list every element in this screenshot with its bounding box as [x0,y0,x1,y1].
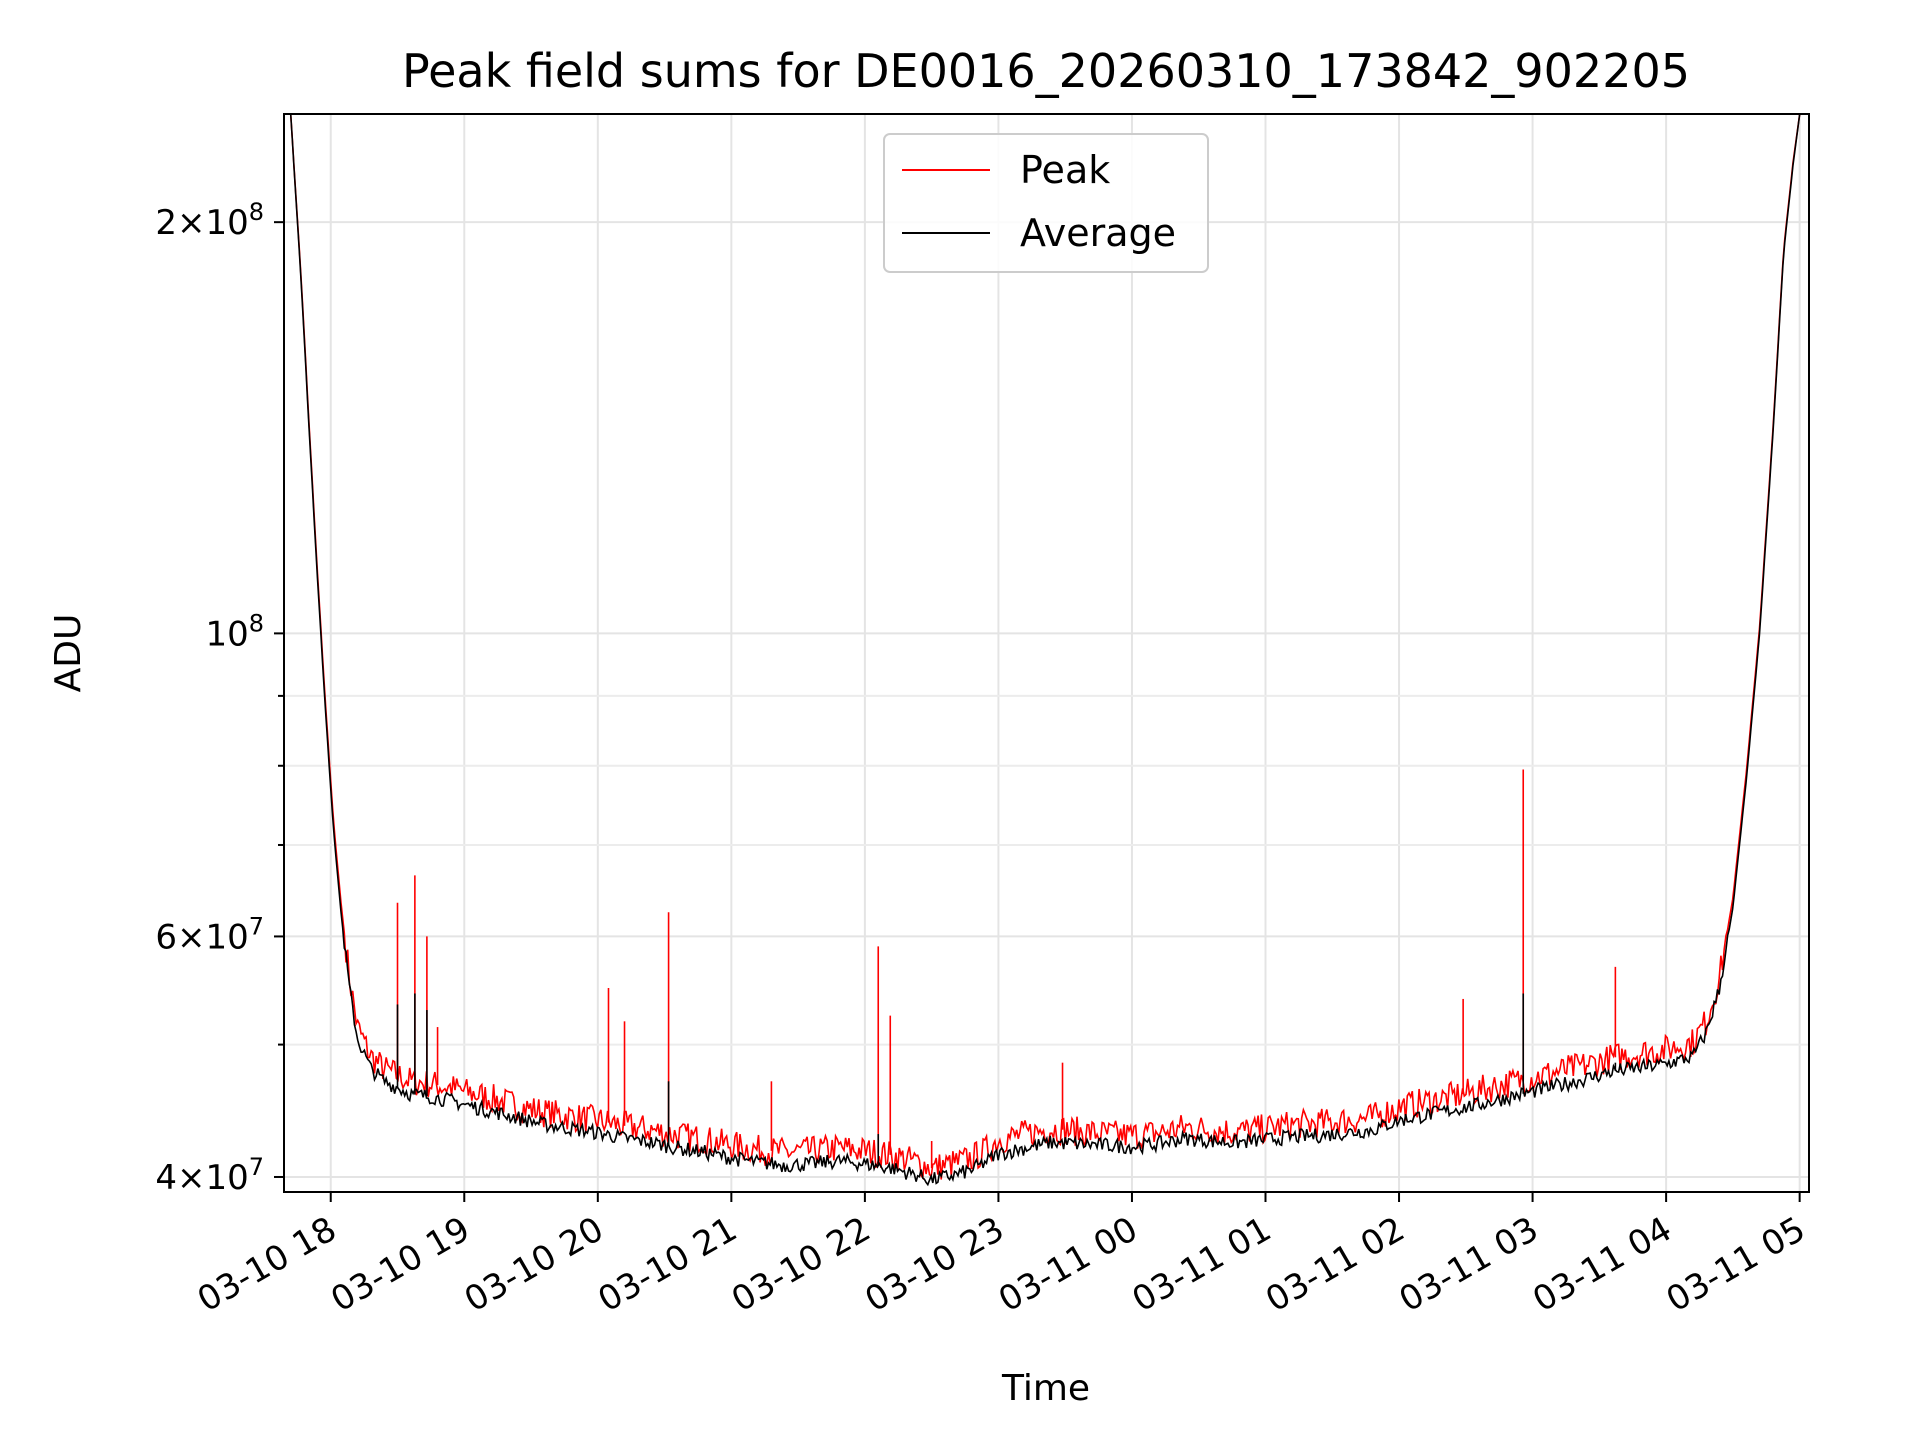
y-tick-exponent: 7 [249,1153,264,1181]
plot-area-background [284,114,1809,1192]
y-tick-ten: 10 [205,614,248,654]
y-tick-mantissa: 4 [155,1158,177,1198]
series-layer [289,113,1801,1187]
y-tick-times-ten: ×10 [177,1158,249,1198]
y-tick-exponent: 7 [249,912,264,940]
legend: Peak Average [883,133,1209,273]
plot-frame [283,113,1810,1193]
y-tick-exponent: 8 [249,198,264,226]
chart-title: Peak field sums for DE0016_20260310_1738… [402,44,1690,98]
y-tick-exponent: 8 [249,609,264,637]
y-tick-label: 108 [205,609,264,654]
legend-average-label: Average [1020,211,1176,255]
y-tick-label: 4×107 [155,1153,264,1198]
y-tick-mantissa: 2 [155,203,177,243]
y-axis-title: ADU [48,614,89,693]
legend-box [883,133,1209,273]
y-tick-label: 2×108 [155,198,264,243]
y-tick-times-ten: ×10 [177,203,249,243]
series-line-average [289,113,1801,1187]
y-tick-mantissa: 6 [155,917,177,957]
grid [284,114,1809,1192]
y-tick-label: 6×107 [155,912,264,957]
legend-peak-label: Peak [1020,148,1110,192]
x-axis-title: Time [1001,1368,1090,1409]
y-tick-times-ten: ×10 [177,917,249,957]
